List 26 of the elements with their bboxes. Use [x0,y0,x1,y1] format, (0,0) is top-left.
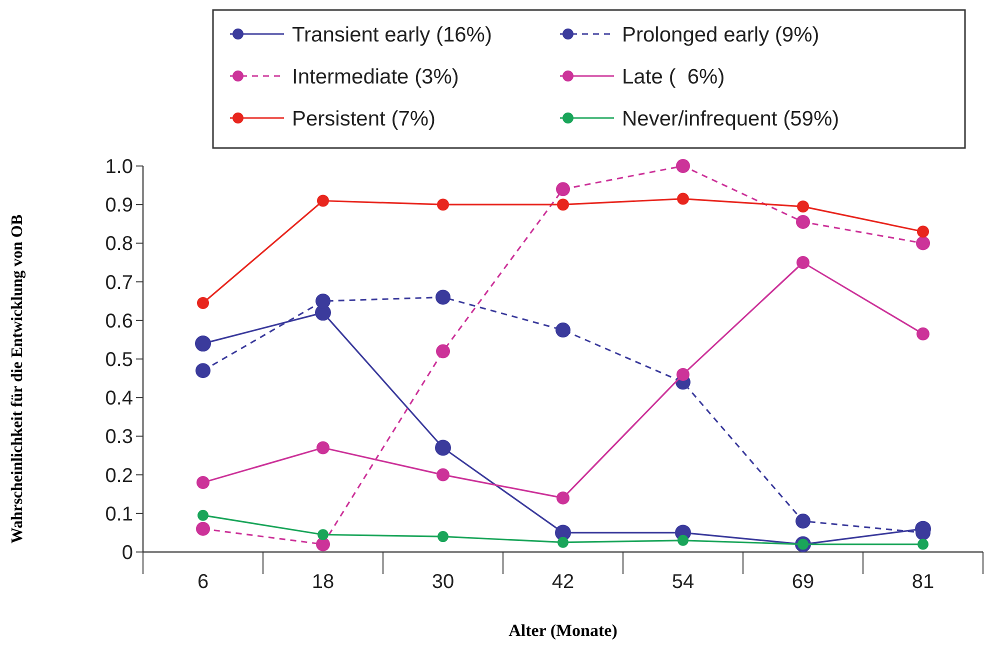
y-axis-title: Wahrscheinlichkeit für die Entwicklung von OB [9,214,26,544]
y-tick-label: 0.3 [105,426,133,448]
x-axis-title: Alter (Monate) [508,621,618,640]
y-tick-label: 0.7 [105,272,133,294]
legend-label: Intermediate (3%) [292,65,459,88]
x-tick-label: 6 [197,571,209,593]
y-tick-label: 1.0 [105,156,133,178]
y-tick-label: 0.8 [105,233,133,256]
y-tick-label: 0.1 [105,503,133,526]
y-tick-label: 0.6 [105,310,133,332]
x-tick-label: 81 [912,571,934,593]
x-tick-label: 69 [792,571,814,593]
y-tick-label: 0.9 [105,194,133,217]
y-tick-label: 0.2 [105,464,133,487]
legend-label: Persistent (7%) [292,107,436,130]
y-tick-label: 0 [122,542,133,564]
legend-label: Late ( 6%) [622,65,725,88]
x-tick-label: 18 [312,571,334,593]
x-tick-label: 42 [552,571,574,593]
legend-label: Prolonged early (9%) [622,23,820,46]
y-tick-label: 0.4 [105,388,133,410]
y-tick-label: 0.5 [105,349,133,371]
x-tick-label: 54 [672,571,694,593]
legend-label: Never/infrequent (59%) [622,107,840,130]
legend-label: Transient early (16%) [292,23,492,46]
x-tick-label: 30 [432,571,454,593]
